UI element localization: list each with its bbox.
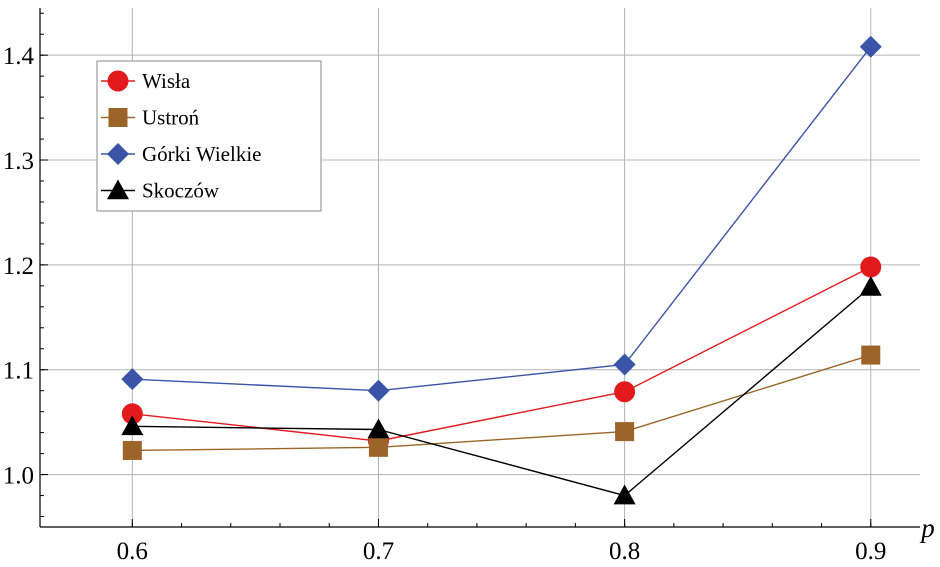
data-point [367,418,390,439]
axes [39,8,920,528]
grid [40,8,920,527]
legend: Wisła Ustroń Górki Wielkie Skoczów [96,60,322,212]
data-point [614,381,636,403]
y-tick-label: 1.2 [3,253,34,280]
x-tick-label: 0.9 [855,538,886,565]
legend-marker [107,70,129,92]
data-point [859,35,882,58]
y-tick-label: 1.4 [3,43,35,70]
legend-label: Wisła [142,69,191,93]
x-tick-label: 0.7 [363,538,394,565]
x-tick-label: 0.8 [609,538,640,565]
data-point [121,368,144,391]
data-point [613,353,636,376]
series-line [132,266,872,442]
data-point [121,403,143,425]
data-point [121,415,144,436]
data-point [368,437,388,457]
tick-labels: 0.6 0.7 0.8 0.9 1.0 1.1 1.2 1.3 1.4 [3,43,887,565]
legend-label: Ustroń [142,106,200,130]
series-line [132,46,872,392]
legend-label: Górki Wielkie [142,142,262,166]
data-point [367,379,390,402]
y-tick-label: 1.0 [3,463,34,490]
data-point [859,275,882,296]
data-point [615,422,635,442]
data-point [861,345,881,365]
series-layer [121,35,882,505]
legend-box [96,60,322,212]
y-tick-label: 1.3 [3,148,34,175]
legend-marker [107,143,129,165]
data-point [122,440,142,460]
data-point [860,256,882,278]
series-line [132,286,872,497]
legend-marker [107,179,129,200]
data-point [613,484,636,505]
series-line [132,354,871,452]
x-axis-label: p [919,513,935,543]
y-tick-label: 1.1 [3,358,34,385]
legend-label: Skoczów [142,179,220,203]
legend-marker [108,108,128,127]
x-tick-label: 0.6 [117,538,148,565]
